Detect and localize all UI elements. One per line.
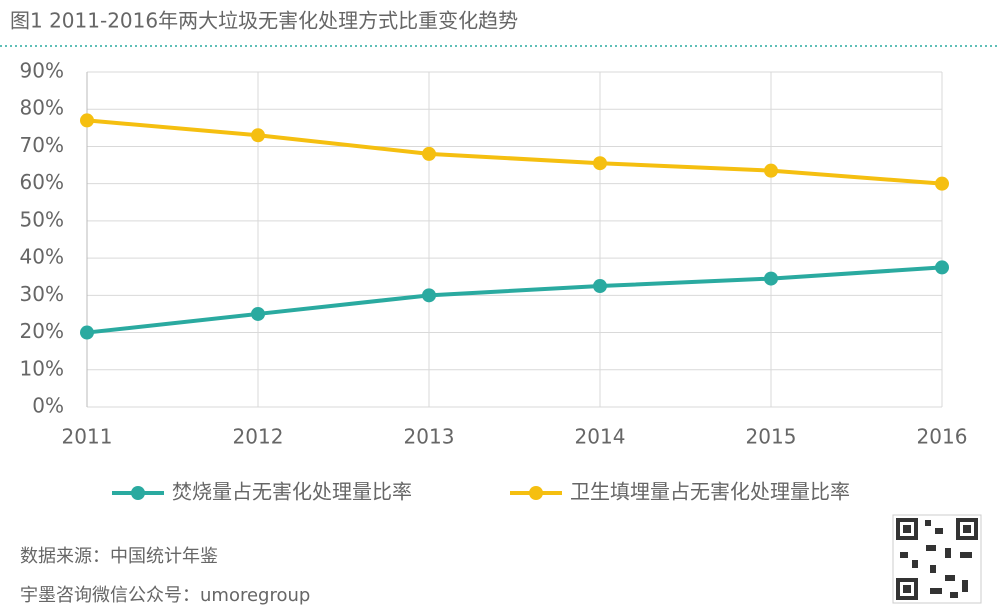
legend-label: 卫生填埋量占无害化处理量比率 bbox=[570, 480, 850, 504]
point bbox=[593, 279, 607, 294]
x-tick-label: 2011 bbox=[62, 425, 113, 449]
point bbox=[422, 288, 436, 303]
series-line bbox=[86, 265, 943, 335]
point bbox=[935, 260, 949, 275]
y-tick-label: 80% bbox=[20, 96, 64, 120]
y-tick-label: 50% bbox=[20, 207, 64, 231]
x-tick-label: 2013 bbox=[404, 425, 455, 449]
legend-label: 焚烧量占无害化处理量比率 bbox=[172, 480, 412, 504]
point bbox=[80, 113, 94, 128]
x-tick-label: 2016 bbox=[917, 425, 968, 449]
legend-marker bbox=[529, 486, 543, 500]
point bbox=[764, 163, 778, 178]
point bbox=[251, 128, 265, 143]
account-note: 宇墨咨询微信公众号：umoregroup bbox=[20, 585, 310, 606]
x-tick-label: 2014 bbox=[575, 425, 626, 449]
point bbox=[593, 156, 607, 171]
y-tick-label: 60% bbox=[20, 170, 64, 194]
series-line bbox=[86, 118, 943, 186]
y-tick-label: 90% bbox=[20, 59, 64, 83]
y-tick-label: 70% bbox=[20, 133, 64, 157]
qr-code bbox=[892, 514, 982, 604]
y-tick-label: 20% bbox=[20, 319, 64, 343]
source-note: 数据来源：中国统计年鉴 bbox=[20, 546, 218, 567]
legend-marker bbox=[131, 486, 145, 500]
y-tick-label: 0% bbox=[32, 394, 64, 418]
point bbox=[251, 306, 265, 321]
y-tick-label: 40% bbox=[20, 245, 64, 269]
chart-title: 图1 2011-2016年两大垃圾无害化处理方式比重变化趋势 bbox=[10, 9, 518, 33]
point bbox=[80, 325, 94, 340]
point bbox=[764, 271, 778, 286]
point bbox=[422, 146, 436, 161]
point bbox=[935, 176, 949, 191]
y-tick-label: 10% bbox=[20, 356, 64, 380]
x-tick-label: 2012 bbox=[233, 425, 284, 449]
y-tick-label: 30% bbox=[20, 282, 64, 306]
x-tick-label: 2015 bbox=[746, 425, 797, 449]
